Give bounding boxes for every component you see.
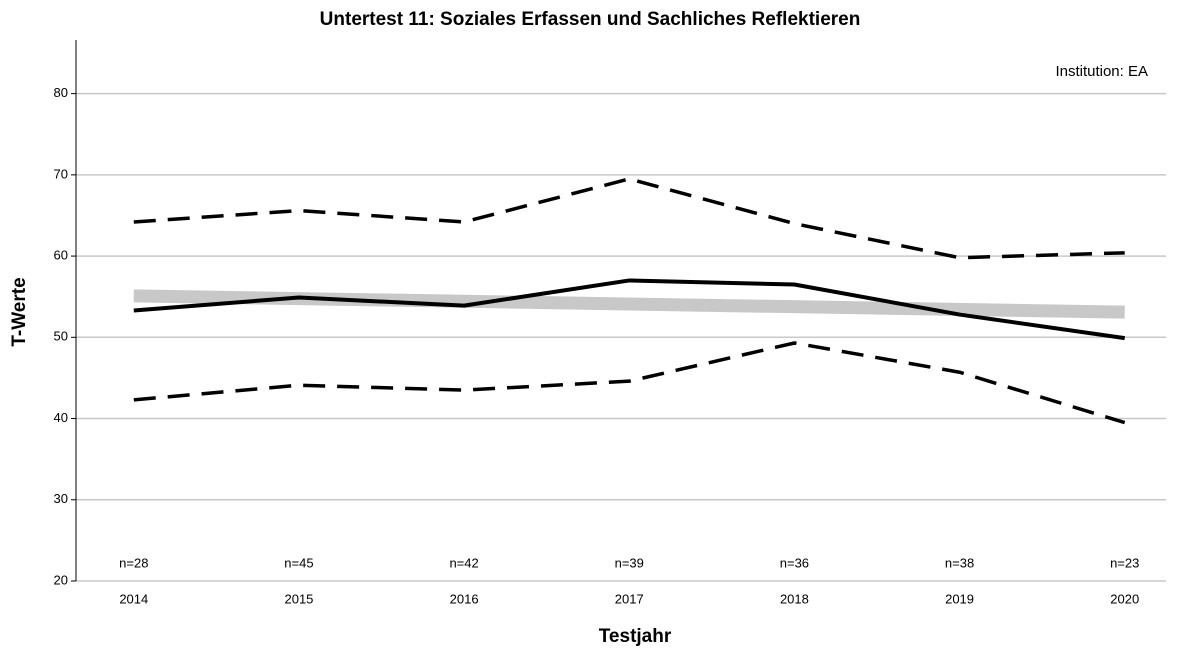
x-axis-label: Testjahr <box>599 626 672 647</box>
y-tick-label: 40 <box>54 410 68 425</box>
series-line <box>133 278 1125 341</box>
n-label: n=23 <box>1110 555 1139 570</box>
annotation: Institution: EA <box>1055 63 1148 80</box>
series-line <box>133 341 1126 425</box>
y-tick-label: 30 <box>54 491 68 506</box>
x-tick-label: 2015 <box>284 591 313 606</box>
chart-title: Untertest 11: Soziales Erfassen und Sach… <box>320 9 861 30</box>
n-label: n=36 <box>780 555 809 570</box>
y-tick-label: 20 <box>54 572 68 587</box>
n-label: n=28 <box>119 555 148 570</box>
n-label: n=45 <box>284 555 313 570</box>
x-tick-label: 2016 <box>450 591 479 606</box>
x-tick-label: 2019 <box>945 591 974 606</box>
y-tick-label: 50 <box>54 329 68 344</box>
x-tick-label: 2018 <box>780 591 809 606</box>
n-label: n=38 <box>945 555 974 570</box>
y-tick-label: 70 <box>54 166 68 181</box>
y-tick-label: 60 <box>54 248 68 263</box>
n-label: n=42 <box>449 555 478 570</box>
n-label: n=39 <box>615 555 644 570</box>
series-line <box>133 177 1125 260</box>
y-axis-label: T-Werte <box>9 277 30 346</box>
x-tick-label: 2020 <box>1110 591 1139 606</box>
y-tick-label: 80 <box>54 85 68 100</box>
x-tick-label: 2017 <box>615 591 644 606</box>
x-tick-label: 2014 <box>119 591 148 606</box>
